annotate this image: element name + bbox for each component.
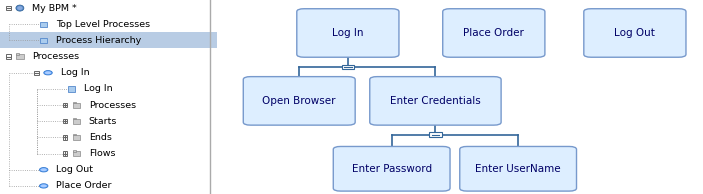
Text: Top Level Processes: Top Level Processes <box>56 20 150 29</box>
Text: Process Hierarchy: Process Hierarchy <box>56 36 141 45</box>
Bar <box>430 132 441 137</box>
FancyBboxPatch shape <box>333 146 450 191</box>
FancyBboxPatch shape <box>583 9 686 57</box>
Ellipse shape <box>45 71 51 74</box>
Ellipse shape <box>39 168 48 172</box>
FancyBboxPatch shape <box>72 118 75 119</box>
Text: Enter UserName: Enter UserName <box>475 164 561 174</box>
FancyBboxPatch shape <box>16 53 19 55</box>
Ellipse shape <box>41 184 46 187</box>
Text: Starts: Starts <box>89 117 117 126</box>
Text: Open Browser: Open Browser <box>262 96 336 106</box>
FancyBboxPatch shape <box>243 77 355 125</box>
Bar <box>6 55 11 59</box>
FancyBboxPatch shape <box>443 9 545 57</box>
Bar <box>342 64 354 69</box>
Bar <box>0 32 217 48</box>
Bar <box>63 135 67 139</box>
FancyBboxPatch shape <box>72 102 75 103</box>
FancyBboxPatch shape <box>370 77 501 125</box>
FancyBboxPatch shape <box>460 146 576 191</box>
Text: Log Out: Log Out <box>614 28 655 38</box>
Bar <box>6 6 11 10</box>
FancyBboxPatch shape <box>72 134 75 135</box>
Ellipse shape <box>41 168 46 171</box>
Text: Processes: Processes <box>32 52 79 61</box>
FancyBboxPatch shape <box>40 22 46 27</box>
Bar <box>63 152 67 156</box>
Text: Ends: Ends <box>89 133 112 142</box>
Text: My BPM *: My BPM * <box>32 3 77 13</box>
FancyBboxPatch shape <box>72 119 80 124</box>
FancyBboxPatch shape <box>297 9 399 57</box>
FancyBboxPatch shape <box>72 103 80 108</box>
Text: Processes: Processes <box>89 100 136 110</box>
Text: Flows: Flows <box>89 149 115 158</box>
Text: Log Out: Log Out <box>56 165 93 174</box>
Text: Place Order: Place Order <box>463 28 524 38</box>
Text: Enter Credentials: Enter Credentials <box>390 96 481 106</box>
FancyBboxPatch shape <box>40 38 46 43</box>
Ellipse shape <box>17 6 22 10</box>
Bar <box>63 103 67 107</box>
Ellipse shape <box>16 5 24 11</box>
Text: Log In: Log In <box>332 28 363 38</box>
FancyBboxPatch shape <box>68 87 75 92</box>
Bar <box>63 119 67 123</box>
Ellipse shape <box>44 71 52 75</box>
Text: Place Order: Place Order <box>56 181 112 191</box>
Text: Enter Password: Enter Password <box>352 164 432 174</box>
Text: Log In: Log In <box>60 68 89 77</box>
Text: Log In: Log In <box>84 84 113 94</box>
Bar <box>34 71 39 75</box>
FancyBboxPatch shape <box>16 54 23 59</box>
FancyBboxPatch shape <box>72 150 75 152</box>
FancyBboxPatch shape <box>72 135 80 140</box>
Ellipse shape <box>39 184 48 188</box>
FancyBboxPatch shape <box>72 151 80 156</box>
